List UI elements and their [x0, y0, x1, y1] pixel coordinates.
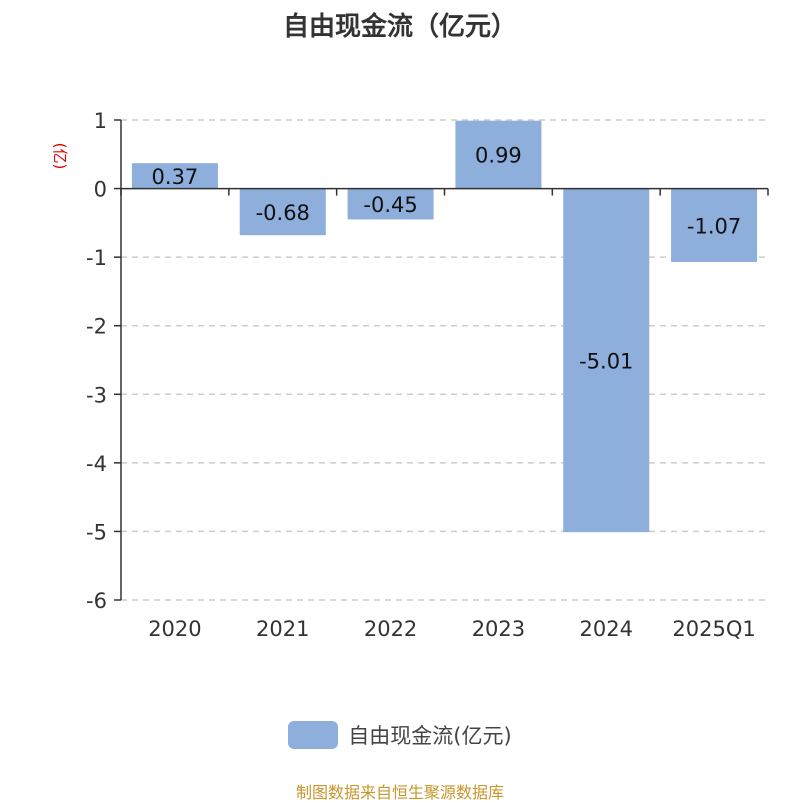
data-label: 0.99 [475, 144, 522, 168]
bar [455, 120, 542, 189]
bar [239, 188, 326, 236]
source-footer: 制图数据来自恒生聚源数据库 [295, 783, 504, 802]
x-tick-label: 2023 [472, 617, 525, 641]
legend-swatch [288, 721, 339, 749]
y-tick-label: -6 [86, 589, 107, 613]
bar [347, 188, 434, 220]
y-tick-label: -1 [86, 246, 107, 270]
x-tick-label: 2022 [364, 617, 417, 641]
chart-title: 自由现金流（亿元） [282, 12, 517, 42]
data-label: -0.45 [363, 193, 417, 217]
y-tick-label: -2 [86, 315, 107, 339]
data-label: -0.68 [256, 201, 310, 225]
x-tick-label: 2024 [580, 617, 633, 641]
bar [131, 163, 218, 189]
bar [671, 188, 758, 262]
bar [563, 188, 650, 533]
x-tick-label: 2020 [148, 617, 201, 641]
data-label: 0.37 [152, 165, 199, 189]
y-tick-label: 1 [94, 109, 107, 133]
y-tick-label: -4 [86, 452, 107, 476]
y-axis-label: (亿) [51, 143, 69, 170]
legend[interactable]: 自由现金流(亿元) [0, 720, 800, 750]
x-tick-label: 2025Q1 [672, 617, 755, 641]
data-label: -1.07 [687, 214, 741, 238]
data-label: -5.01 [579, 349, 633, 373]
x-tick-label: 2021 [256, 617, 309, 641]
legend-label: 自由现金流(亿元) [348, 724, 512, 748]
y-tick-label: 0 [94, 178, 107, 202]
y-tick-label: -3 [86, 383, 107, 407]
y-tick-label: -5 [86, 520, 107, 544]
